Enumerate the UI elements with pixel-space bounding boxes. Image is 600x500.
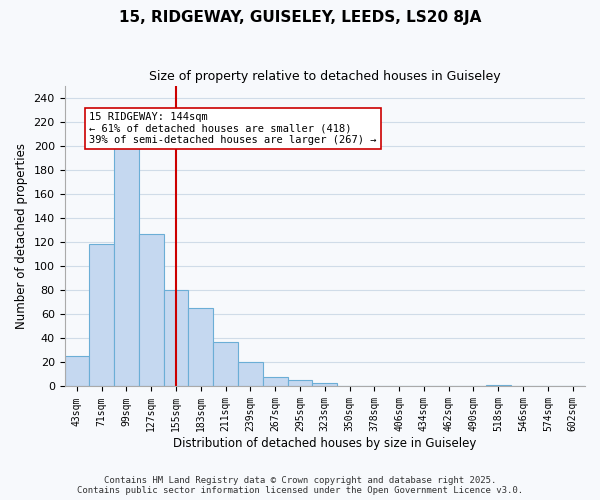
Bar — [164, 290, 188, 386]
Y-axis label: Number of detached properties: Number of detached properties — [15, 143, 28, 329]
Bar — [213, 342, 238, 386]
X-axis label: Distribution of detached houses by size in Guiseley: Distribution of detached houses by size … — [173, 437, 476, 450]
Title: Size of property relative to detached houses in Guiseley: Size of property relative to detached ho… — [149, 70, 500, 83]
Bar — [313, 383, 337, 386]
Bar — [65, 356, 89, 386]
Bar — [263, 377, 287, 386]
Bar — [238, 362, 263, 386]
Bar — [89, 244, 114, 386]
Bar — [139, 234, 164, 386]
Bar — [287, 380, 313, 386]
Text: 15 RIDGEWAY: 144sqm
← 61% of detached houses are smaller (418)
39% of semi-detac: 15 RIDGEWAY: 144sqm ← 61% of detached ho… — [89, 112, 377, 145]
Text: 15, RIDGEWAY, GUISELEY, LEEDS, LS20 8JA: 15, RIDGEWAY, GUISELEY, LEEDS, LS20 8JA — [119, 10, 481, 25]
Bar — [114, 146, 139, 386]
Text: Contains HM Land Registry data © Crown copyright and database right 2025.
Contai: Contains HM Land Registry data © Crown c… — [77, 476, 523, 495]
Bar — [188, 308, 213, 386]
